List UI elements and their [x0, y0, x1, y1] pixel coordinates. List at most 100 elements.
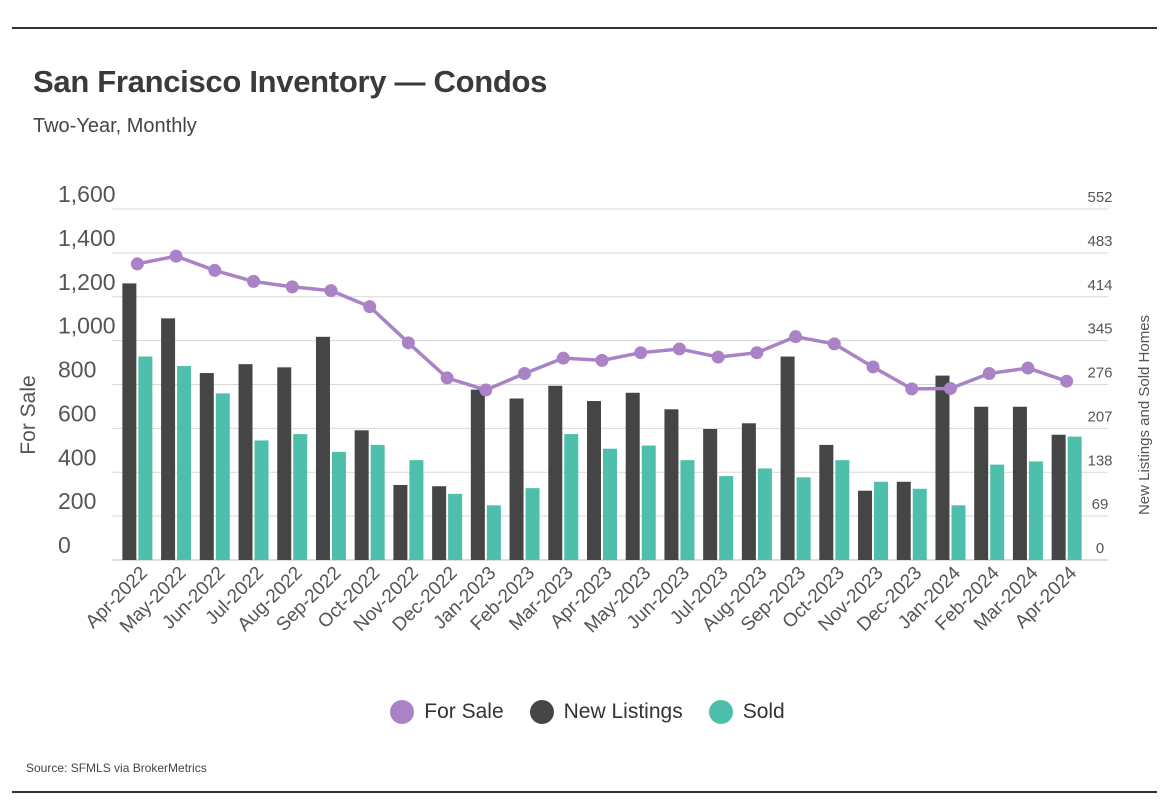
point-for-sale	[1021, 361, 1035, 375]
point-for-sale	[130, 257, 144, 271]
point-for-sale	[982, 367, 996, 381]
bar-sold	[215, 393, 230, 560]
bar-new-listings	[1051, 434, 1066, 560]
bar-new-listings	[664, 409, 679, 560]
y-tick-label: 0	[58, 532, 71, 558]
bar-new-listings	[432, 486, 447, 560]
bar-sold	[486, 505, 501, 560]
chart-subtitle: Two-Year, Monthly	[33, 115, 197, 137]
bar-sold	[293, 434, 308, 560]
point-for-sale	[595, 353, 609, 367]
point-for-sale	[324, 284, 338, 298]
y-tick-label: 1,000	[58, 313, 116, 339]
bar-sold	[138, 356, 153, 560]
y2-tick-label: 276	[1087, 365, 1112, 382]
legend-item-for-sale: For Sale	[390, 700, 504, 724]
legend-item-sold: Sold	[708, 700, 785, 724]
line-for-sale	[137, 254, 1068, 392]
legend-label-for-sale: For Sale	[424, 700, 504, 723]
y-tick-label: 200	[58, 488, 96, 514]
y-tick-label: 600	[58, 400, 96, 426]
source-note: Source: SFMLS via BrokerMetrics	[26, 761, 207, 775]
bar-sold	[603, 448, 617, 560]
bar-sold	[990, 464, 1005, 560]
bar-sold	[796, 477, 811, 560]
bar-sold	[719, 476, 734, 560]
bar-new-listings	[315, 336, 330, 560]
bar-new-listings	[896, 481, 911, 560]
point-for-sale	[401, 336, 415, 350]
bar-new-listings	[935, 375, 950, 560]
bottom-rule	[12, 791, 1157, 793]
point-for-sale	[285, 280, 299, 294]
bar-sold	[757, 468, 772, 560]
point-for-sale	[672, 342, 686, 356]
bar-new-listings	[587, 401, 601, 560]
bar-new-listings	[858, 490, 873, 560]
legend-swatch-for-sale	[390, 700, 415, 724]
bar-new-listings	[354, 430, 369, 560]
bar-sold	[912, 488, 927, 560]
y-tick-label: 1,400	[58, 225, 116, 251]
bar-new-listings	[703, 429, 718, 560]
point-for-sale	[711, 350, 725, 364]
legend-label-sold: Sold	[742, 700, 785, 723]
y2-tick-label: 414	[1087, 277, 1112, 294]
bar-sold	[525, 488, 540, 560]
bar-new-listings	[238, 364, 253, 560]
point-for-sale	[247, 274, 261, 288]
bar-new-listings	[741, 423, 756, 560]
point-for-sale	[169, 249, 183, 263]
bar-new-listings	[470, 389, 485, 560]
point-for-sale	[556, 351, 570, 365]
top-rule	[12, 27, 1157, 29]
y-tick-label: 1,200	[58, 269, 116, 295]
chart-area: 0 200 400 600 800 1,000 1,200 1,400 1,600 0 69 138 2…	[17, 181, 1153, 637]
bar-new-listings	[199, 373, 214, 560]
y2-tick-label: 69	[1092, 496, 1109, 513]
bar-sold	[1067, 436, 1082, 560]
bar-sold	[835, 460, 850, 560]
bar-sold	[874, 481, 889, 560]
bar-new-listings	[393, 484, 408, 560]
bar-new-listings	[161, 318, 176, 560]
bar-sold	[564, 434, 579, 560]
legend-label-new-listings: New Listings	[563, 700, 683, 723]
bar-new-listings	[819, 444, 834, 560]
bar-sold	[370, 444, 385, 560]
chart-legend: For Sale New Listings Sold	[0, 700, 1175, 724]
y2-tick-label: 138	[1087, 452, 1112, 469]
bar-sold	[1028, 461, 1043, 560]
bar-sold	[409, 460, 424, 560]
bar-sold	[331, 451, 346, 560]
point-for-sale	[634, 346, 648, 360]
chart-title: San Francisco Inventory — Condos	[33, 64, 548, 99]
y-tick-label: 400	[58, 444, 96, 470]
y2-axis-title: New Listings and Sold Homes	[1136, 315, 1153, 515]
bar-new-listings	[974, 406, 989, 560]
point-for-sale	[750, 346, 764, 360]
legend-swatch-new-listings	[529, 700, 554, 724]
bar-new-listings	[625, 392, 640, 560]
point-for-sale	[479, 383, 493, 397]
point-for-sale	[866, 360, 880, 374]
point-for-sale	[789, 330, 803, 344]
bar-new-listings	[780, 356, 795, 560]
y2-tick-label: 483	[1087, 233, 1112, 250]
point-for-sale	[905, 382, 919, 396]
y-tick-label: 1,600	[58, 181, 116, 207]
point-for-sale	[827, 337, 841, 351]
point-for-sale	[208, 263, 222, 277]
bar-sold	[448, 493, 463, 560]
y-axis-title: For Sale	[17, 375, 40, 454]
bar-sold	[254, 440, 269, 560]
bar-sold	[177, 366, 192, 560]
y2-tick-label: 207	[1087, 408, 1112, 425]
point-for-sale	[1060, 374, 1074, 388]
bar-new-listings	[548, 385, 563, 560]
y2-tick-label: 345	[1087, 321, 1112, 338]
bar-new-listings	[1012, 406, 1027, 560]
y2-tick-label: 552	[1087, 189, 1112, 206]
point-for-sale	[363, 300, 377, 314]
point-for-sale	[943, 381, 957, 395]
